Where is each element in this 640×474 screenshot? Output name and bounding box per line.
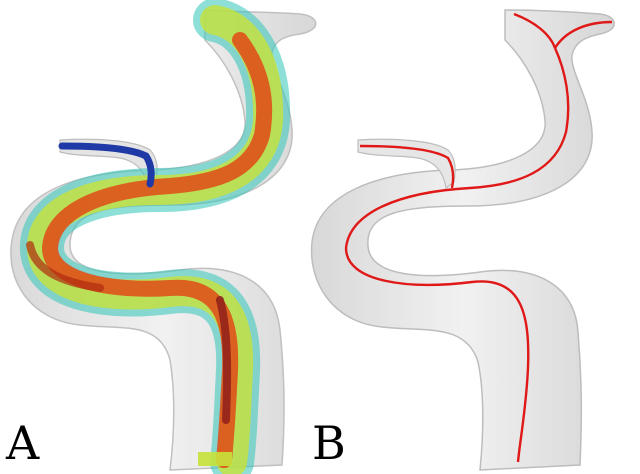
flow-band-peak xyxy=(216,296,232,424)
centerline-branch-top-right xyxy=(553,20,613,49)
panel-label-b: B xyxy=(312,416,346,470)
flow-band-core xyxy=(41,32,273,468)
panel-b xyxy=(310,9,615,471)
centerline-side-branch xyxy=(359,144,455,189)
flow-band-peak-2 xyxy=(26,241,104,292)
panel-a xyxy=(10,0,317,474)
panel-label-a: A xyxy=(6,416,40,470)
flow-outlet xyxy=(198,452,232,466)
centerline-branch-top-left xyxy=(513,12,557,49)
flow-branch xyxy=(58,142,155,188)
vessel-b-outline xyxy=(310,9,615,471)
centerline-main xyxy=(344,47,570,463)
